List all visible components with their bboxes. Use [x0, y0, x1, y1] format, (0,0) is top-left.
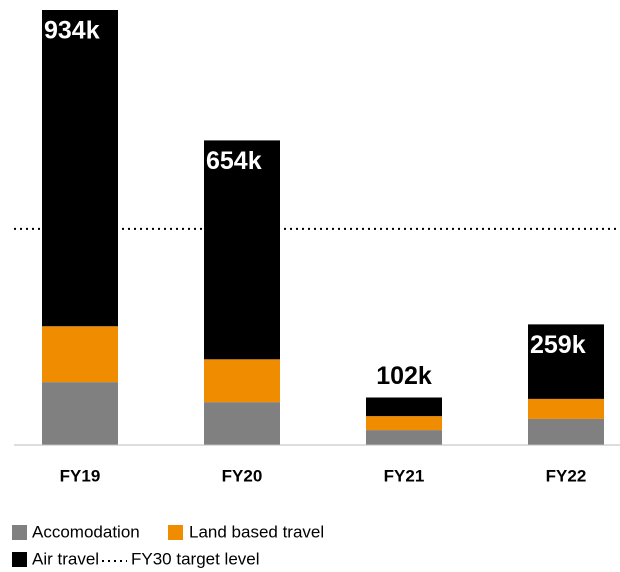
legend-label: FY30 target level [131, 549, 260, 568]
bar-segment [42, 326, 118, 383]
legend-label: Land based travel [189, 522, 324, 541]
x-tick-label: FY21 [384, 466, 425, 485]
bar-segment [366, 416, 442, 431]
legend-swatch [168, 525, 183, 540]
x-tick-label: FY20 [222, 466, 263, 485]
legend-label: Air travel [32, 549, 99, 568]
bar-segment [204, 402, 280, 445]
legend-swatch [12, 525, 27, 540]
bar-segment [528, 418, 604, 445]
legend-label: Accomodation [32, 522, 140, 541]
legend-swatch [12, 552, 27, 567]
bar-segment [366, 430, 442, 445]
bar-segment [42, 10, 118, 327]
bar-segment [42, 382, 118, 445]
total-label: 102k [376, 362, 432, 390]
total-label: 654k [206, 147, 262, 175]
x-tick-label: FY22 [546, 466, 587, 485]
x-tick-label: FY19 [60, 466, 101, 485]
total-label: 259k [530, 331, 586, 359]
bar-segment [528, 324, 604, 399]
bar-segment [366, 397, 442, 417]
bar-segment [204, 359, 280, 403]
total-label: 934k [44, 17, 100, 45]
bar-segment [204, 140, 280, 360]
bar-segment [528, 398, 604, 419]
